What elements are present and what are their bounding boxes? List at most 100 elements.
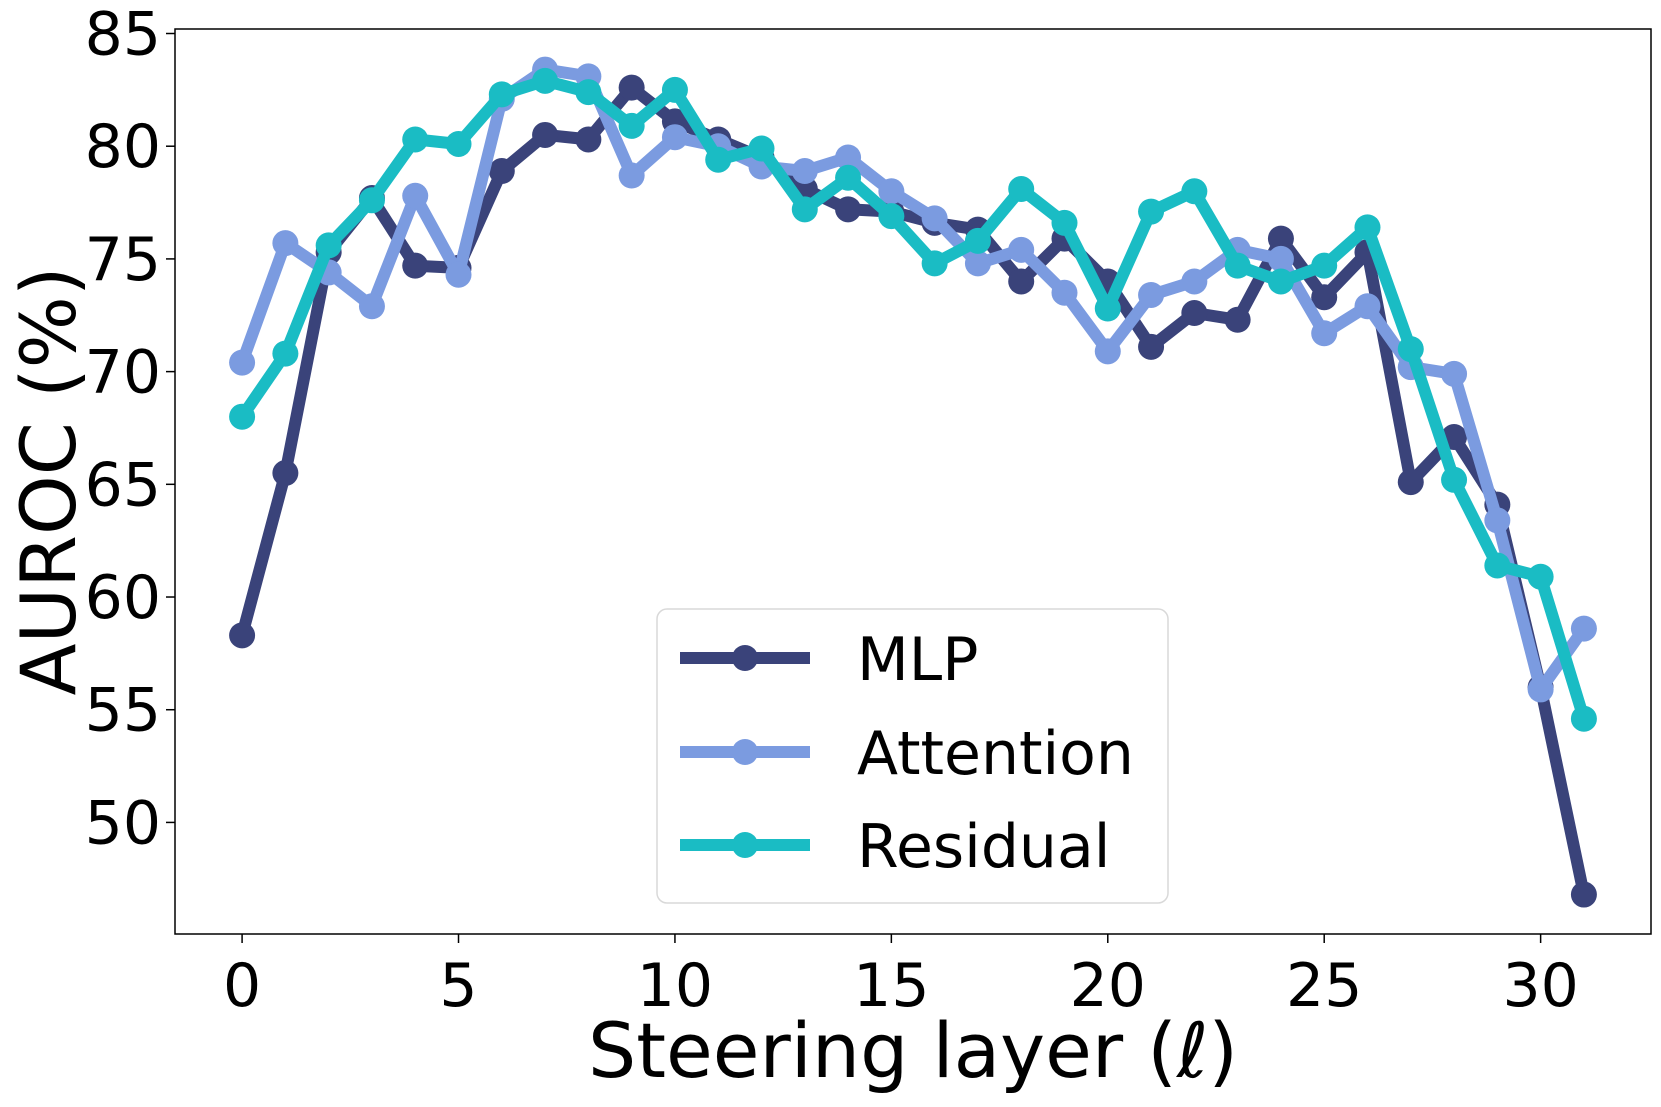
data-point-attention (1051, 279, 1078, 306)
data-point-mlp (402, 252, 429, 279)
data-point-mlp (1311, 284, 1338, 311)
data-point-attention (1354, 293, 1381, 320)
data-point-residual (488, 81, 515, 108)
y-tick-label: 50 (85, 788, 161, 858)
x-tick-label: 20 (1070, 951, 1146, 1021)
data-point-mlp (1267, 225, 1294, 252)
data-point-attention (921, 205, 948, 232)
data-point-mlp (1008, 268, 1035, 295)
data-point-residual (575, 79, 602, 106)
data-point-mlp (1181, 300, 1208, 327)
legend-label: Residual (857, 812, 1110, 882)
legend-swatch-marker (732, 645, 758, 671)
x-axis-label: Steering layer (ℓ) (588, 1006, 1238, 1095)
legend-label: Attention (857, 719, 1134, 789)
data-point-mlp (1224, 306, 1251, 333)
data-point-residual (748, 135, 775, 162)
data-point-residual (878, 203, 905, 230)
data-point-residual (1267, 268, 1294, 295)
data-point-residual (1138, 198, 1165, 225)
data-point-mlp (1570, 881, 1597, 908)
data-point-attention (878, 178, 905, 205)
data-point-residual (1441, 466, 1468, 493)
data-point-attention (835, 144, 862, 171)
data-point-residual (921, 250, 948, 277)
data-point-attention (445, 261, 472, 288)
data-point-mlp (1138, 333, 1165, 360)
data-point-residual (1354, 214, 1381, 241)
data-point-attention (618, 162, 645, 189)
data-point-residual (1224, 252, 1251, 279)
data-point-attention (229, 349, 256, 376)
data-point-attention (791, 158, 818, 185)
data-point-mlp (575, 126, 602, 153)
data-point-residual (1311, 252, 1338, 279)
series-residual (229, 67, 1597, 732)
x-tick-label: 25 (1286, 951, 1362, 1021)
legend-item-mlp: MLP (680, 625, 978, 695)
data-point-attention (661, 124, 688, 151)
data-point-residual (705, 146, 732, 173)
data-point-attention (1181, 268, 1208, 295)
data-point-attention (1570, 615, 1597, 642)
data-point-mlp (835, 196, 862, 223)
y-tick-label: 55 (85, 676, 161, 746)
data-point-residual (532, 67, 559, 94)
data-point-residual (964, 227, 991, 254)
data-point-attention (358, 293, 385, 320)
data-point-residual (1181, 178, 1208, 205)
y-tick-label: 85 (85, 0, 161, 70)
legend-entries: MLP Attention Residual (680, 625, 1134, 882)
data-point-attention (1138, 281, 1165, 308)
data-point-residual (358, 187, 385, 214)
data-point-mlp (618, 74, 645, 101)
data-point-attention (964, 250, 991, 277)
data-point-residual (1570, 705, 1597, 732)
data-point-residual (835, 164, 862, 191)
data-point-residual (1397, 336, 1424, 363)
data-point-residual (229, 403, 256, 430)
data-point-mlp (488, 158, 515, 185)
y-tick-label: 70 (85, 338, 161, 408)
data-point-attention (272, 230, 299, 257)
y-axis-label: AUROC (%) (4, 267, 93, 696)
legend: MLP Attention Residual (656, 608, 1169, 904)
data-point-residual (402, 126, 429, 153)
data-point-attention (1527, 676, 1554, 703)
data-point-residual (661, 76, 688, 103)
legend-label: MLP (857, 625, 978, 695)
x-tick-label: 0 (223, 951, 261, 1021)
data-point-attention (1267, 245, 1294, 272)
legend-item-residual: Residual (680, 812, 1110, 882)
data-point-mlp (229, 622, 256, 649)
data-point-attention (402, 182, 429, 209)
axis-ticks: 0 5 10 15 20 25 30 50 55 60 65 70 75 80 85 (85, 0, 1579, 1021)
data-point-attention (1484, 507, 1511, 534)
data-point-attention (1311, 320, 1338, 347)
legend-item-attention: Attention (680, 719, 1134, 789)
x-tick-label: 15 (853, 951, 929, 1021)
data-point-residual (1527, 563, 1554, 590)
x-tick-label: 30 (1502, 951, 1578, 1021)
series-attention (229, 56, 1597, 703)
y-tick-label: 60 (85, 563, 161, 633)
x-tick-label: 10 (637, 951, 713, 1021)
x-tick-label: 5 (439, 951, 477, 1021)
data-point-residual (1008, 176, 1035, 203)
data-point-residual (445, 130, 472, 157)
data-point-mlp (532, 121, 559, 148)
data-point-attention (1008, 236, 1035, 263)
y-tick-label: 80 (85, 112, 161, 182)
data-point-attention (1094, 338, 1121, 365)
data-point-residual (315, 232, 342, 259)
series-layer (229, 56, 1597, 908)
y-tick-label: 65 (85, 450, 161, 520)
legend-swatch-marker (732, 832, 758, 858)
data-point-residual (1094, 295, 1121, 322)
data-point-residual (272, 340, 299, 367)
y-tick-label: 75 (85, 225, 161, 295)
legend-swatch-marker (732, 739, 758, 765)
data-point-mlp (272, 460, 299, 487)
data-point-residual (1484, 552, 1511, 579)
